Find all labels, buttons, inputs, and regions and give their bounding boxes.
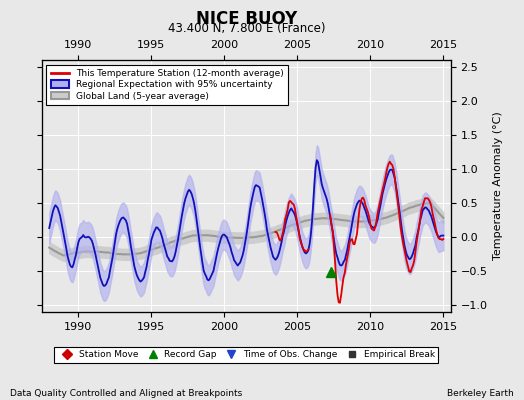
Text: Data Quality Controlled and Aligned at Breakpoints: Data Quality Controlled and Aligned at B… [10, 389, 243, 398]
Y-axis label: Temperature Anomaly (°C): Temperature Anomaly (°C) [493, 112, 503, 260]
Text: Berkeley Earth: Berkeley Earth [447, 389, 514, 398]
Text: NICE BUOY: NICE BUOY [195, 10, 297, 28]
Text: 43.400 N, 7.800 E (France): 43.400 N, 7.800 E (France) [168, 22, 325, 35]
Legend: Station Move, Record Gap, Time of Obs. Change, Empirical Break: Station Move, Record Gap, Time of Obs. C… [54, 347, 438, 363]
